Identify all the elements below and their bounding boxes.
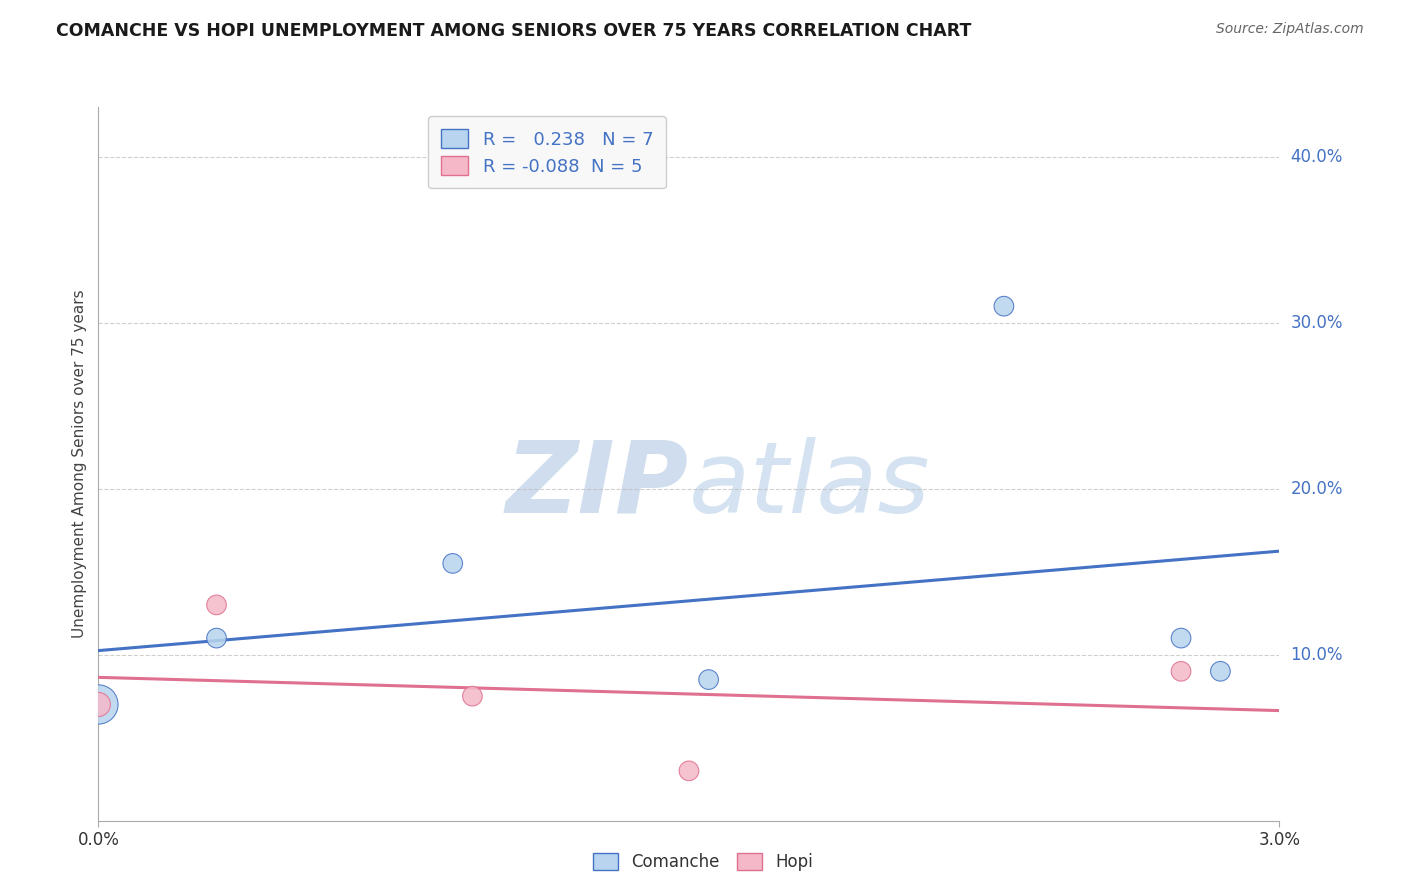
Y-axis label: Unemployment Among Seniors over 75 years: Unemployment Among Seniors over 75 years	[72, 290, 87, 638]
Point	[1170, 631, 1192, 645]
Point	[678, 764, 700, 778]
Point	[1209, 665, 1232, 679]
Text: 40.0%: 40.0%	[1291, 148, 1343, 166]
Text: COMANCHE VS HOPI UNEMPLOYMENT AMONG SENIORS OVER 75 YEARS CORRELATION CHART: COMANCHE VS HOPI UNEMPLOYMENT AMONG SENI…	[56, 22, 972, 40]
Point	[205, 598, 228, 612]
Point	[441, 557, 464, 571]
Legend: R =   0.238   N = 7, R = -0.088  N = 5: R = 0.238 N = 7, R = -0.088 N = 5	[429, 116, 666, 188]
Point	[697, 673, 720, 687]
Text: ZIP: ZIP	[506, 437, 689, 533]
Text: atlas: atlas	[689, 437, 931, 533]
Legend: Comanche, Hopi: Comanche, Hopi	[585, 845, 821, 880]
Point	[205, 631, 228, 645]
Point	[993, 299, 1015, 313]
Text: 10.0%: 10.0%	[1291, 646, 1343, 664]
Text: 20.0%: 20.0%	[1291, 480, 1343, 498]
Point	[461, 689, 484, 703]
Text: 30.0%: 30.0%	[1291, 314, 1343, 332]
Point	[87, 698, 110, 712]
Point	[1170, 665, 1192, 679]
Point	[87, 698, 110, 712]
Text: Source: ZipAtlas.com: Source: ZipAtlas.com	[1216, 22, 1364, 37]
